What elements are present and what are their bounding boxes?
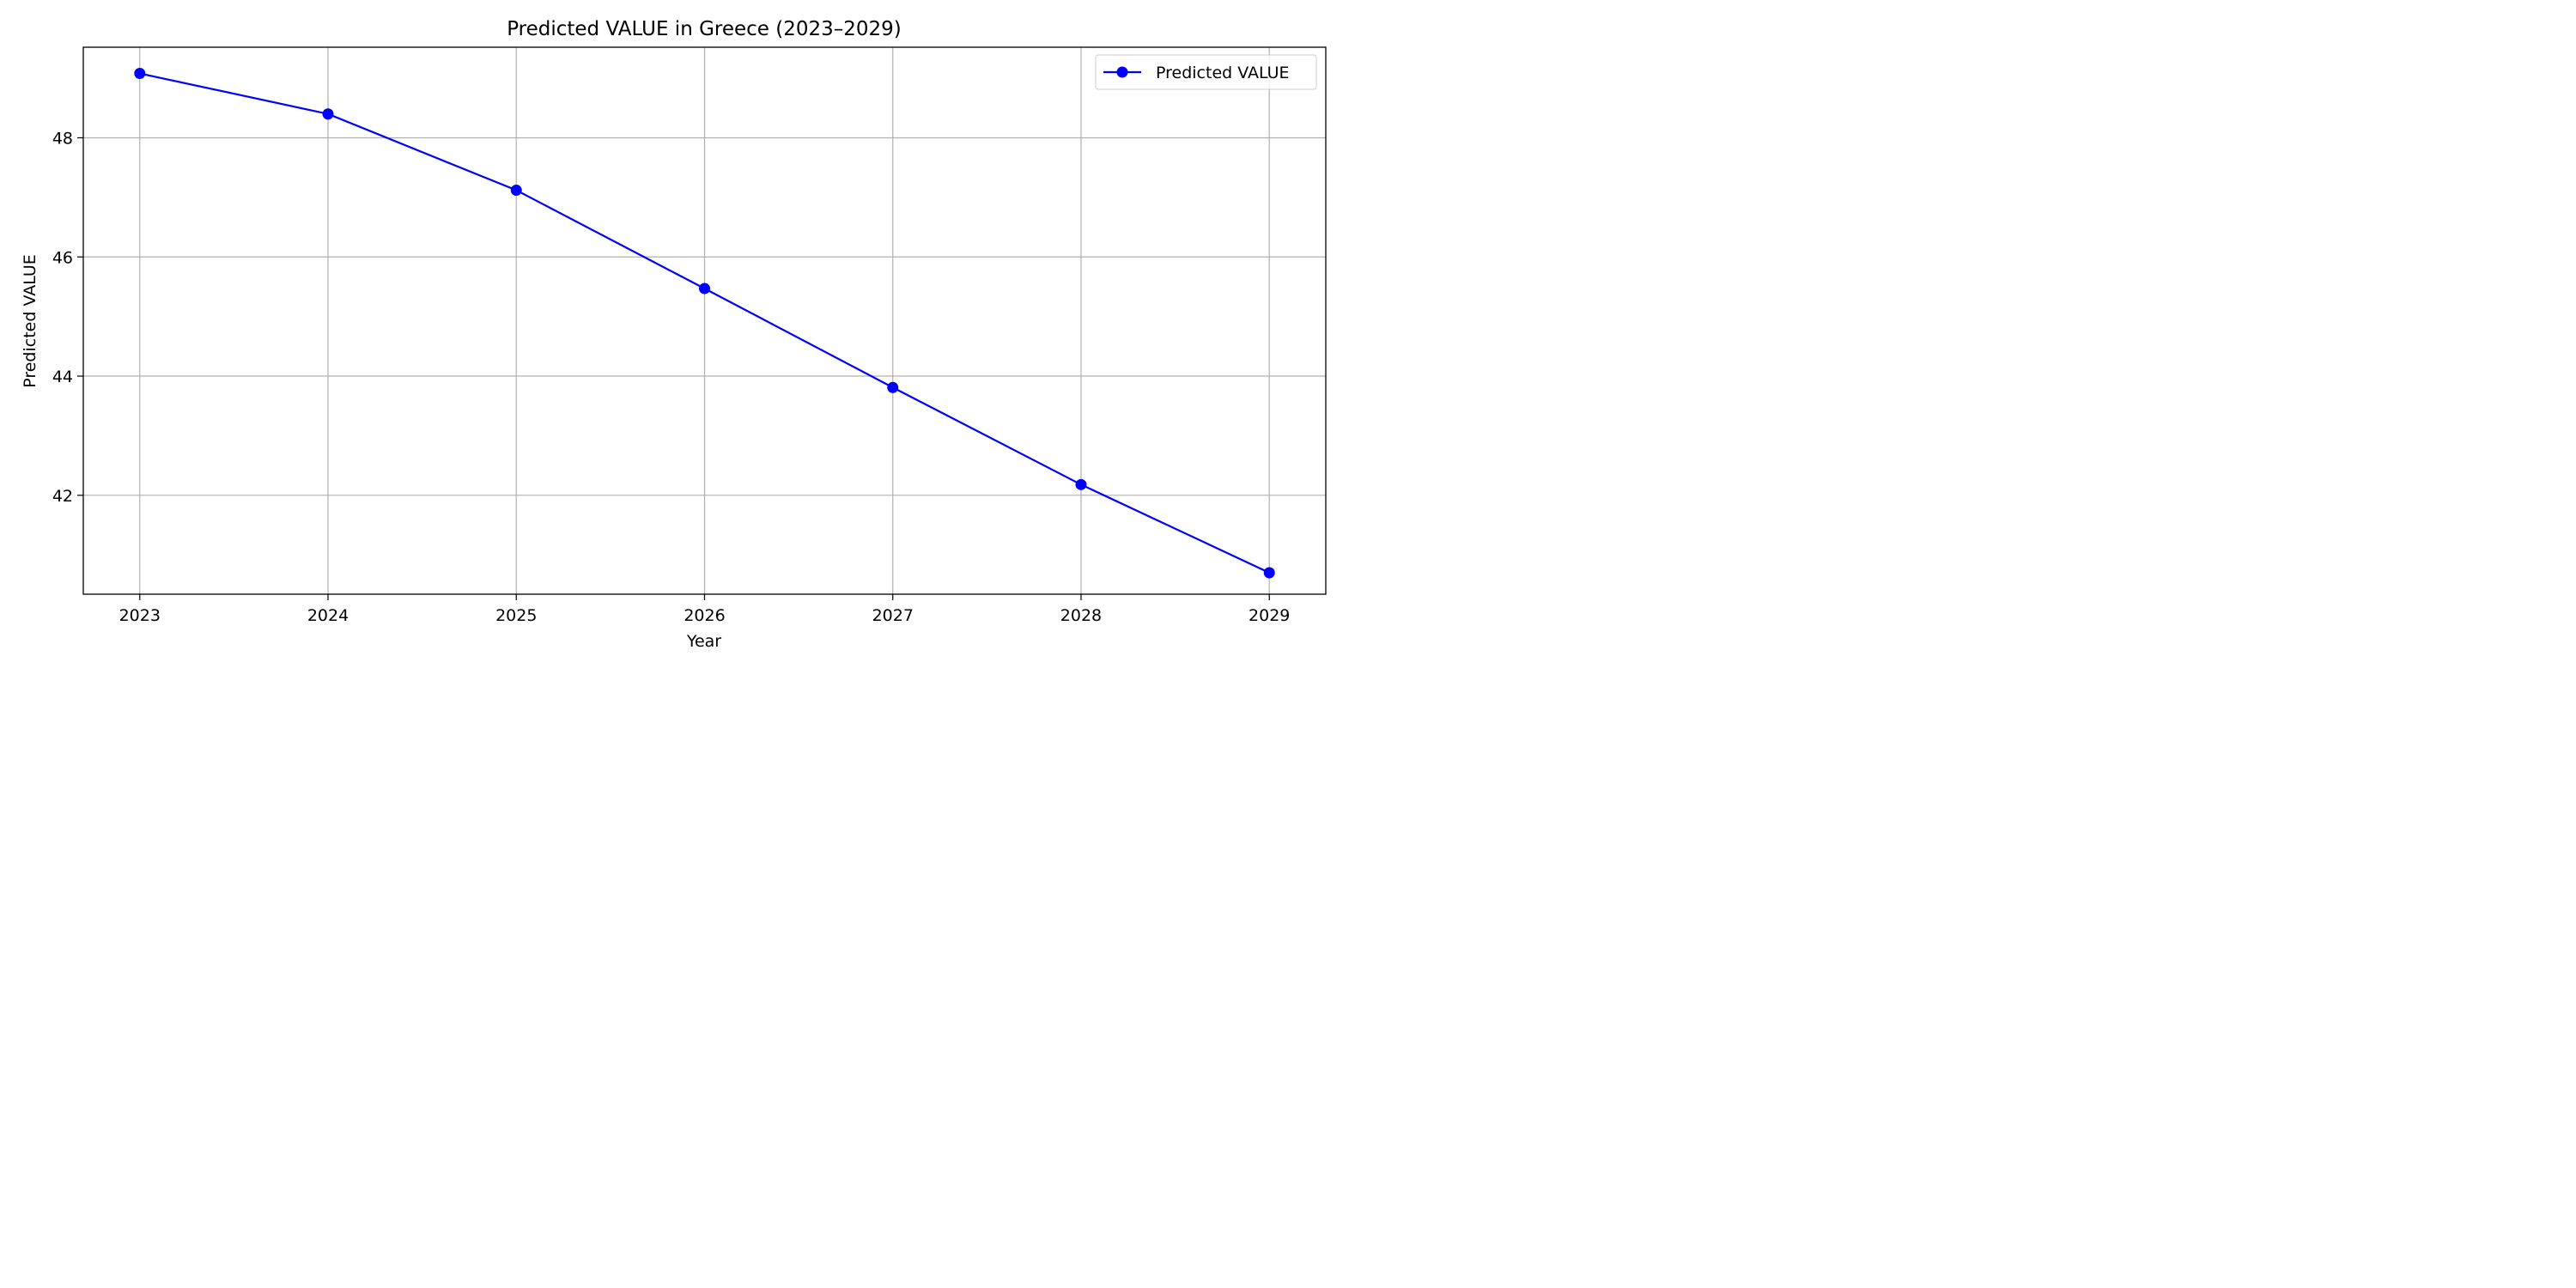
data-point: [699, 283, 710, 295]
line-chart: 2023 2024 2025 2026 2027 2028 2029 42 44 46 48 Pr…: [0, 0, 1342, 671]
x-tick-label: 2024: [307, 606, 349, 625]
legend-marker-swatch: [1116, 66, 1128, 78]
data-point: [887, 381, 899, 393]
x-axis-label: Year: [686, 632, 721, 651]
x-tick-label: 2028: [1060, 606, 1102, 625]
x-tick-label: 2026: [683, 606, 725, 625]
chart-background: [0, 0, 1342, 671]
y-tick-label: 48: [52, 129, 73, 148]
legend: Predicted VALUE: [1095, 54, 1317, 90]
data-point: [1263, 567, 1275, 579]
y-axis-label: Predicted VALUE: [21, 254, 39, 388]
x-tick-label: 2023: [119, 606, 161, 625]
data-point: [1075, 478, 1087, 490]
y-tick-label: 44: [52, 368, 73, 386]
y-tick-label: 46: [52, 248, 73, 267]
y-tick-label: 42: [52, 487, 73, 506]
x-tick-label: 2027: [872, 606, 914, 625]
x-axis: 2023 2024 2025 2026 2027 2028 2029: [119, 594, 1290, 625]
legend-label: Predicted VALUE: [1156, 64, 1290, 82]
chart-title: Predicted VALUE in Greece (2023–2029): [507, 18, 902, 40]
legend-box: [1095, 54, 1317, 90]
grid: [83, 47, 1326, 594]
data-point: [134, 68, 146, 80]
data-point: [322, 108, 334, 120]
series-layer: [134, 68, 1275, 579]
x-tick-label: 2029: [1249, 606, 1290, 625]
y-axis: 42 44 46 48: [52, 129, 83, 506]
x-tick-label: 2025: [495, 606, 537, 625]
data-point: [510, 185, 522, 197]
